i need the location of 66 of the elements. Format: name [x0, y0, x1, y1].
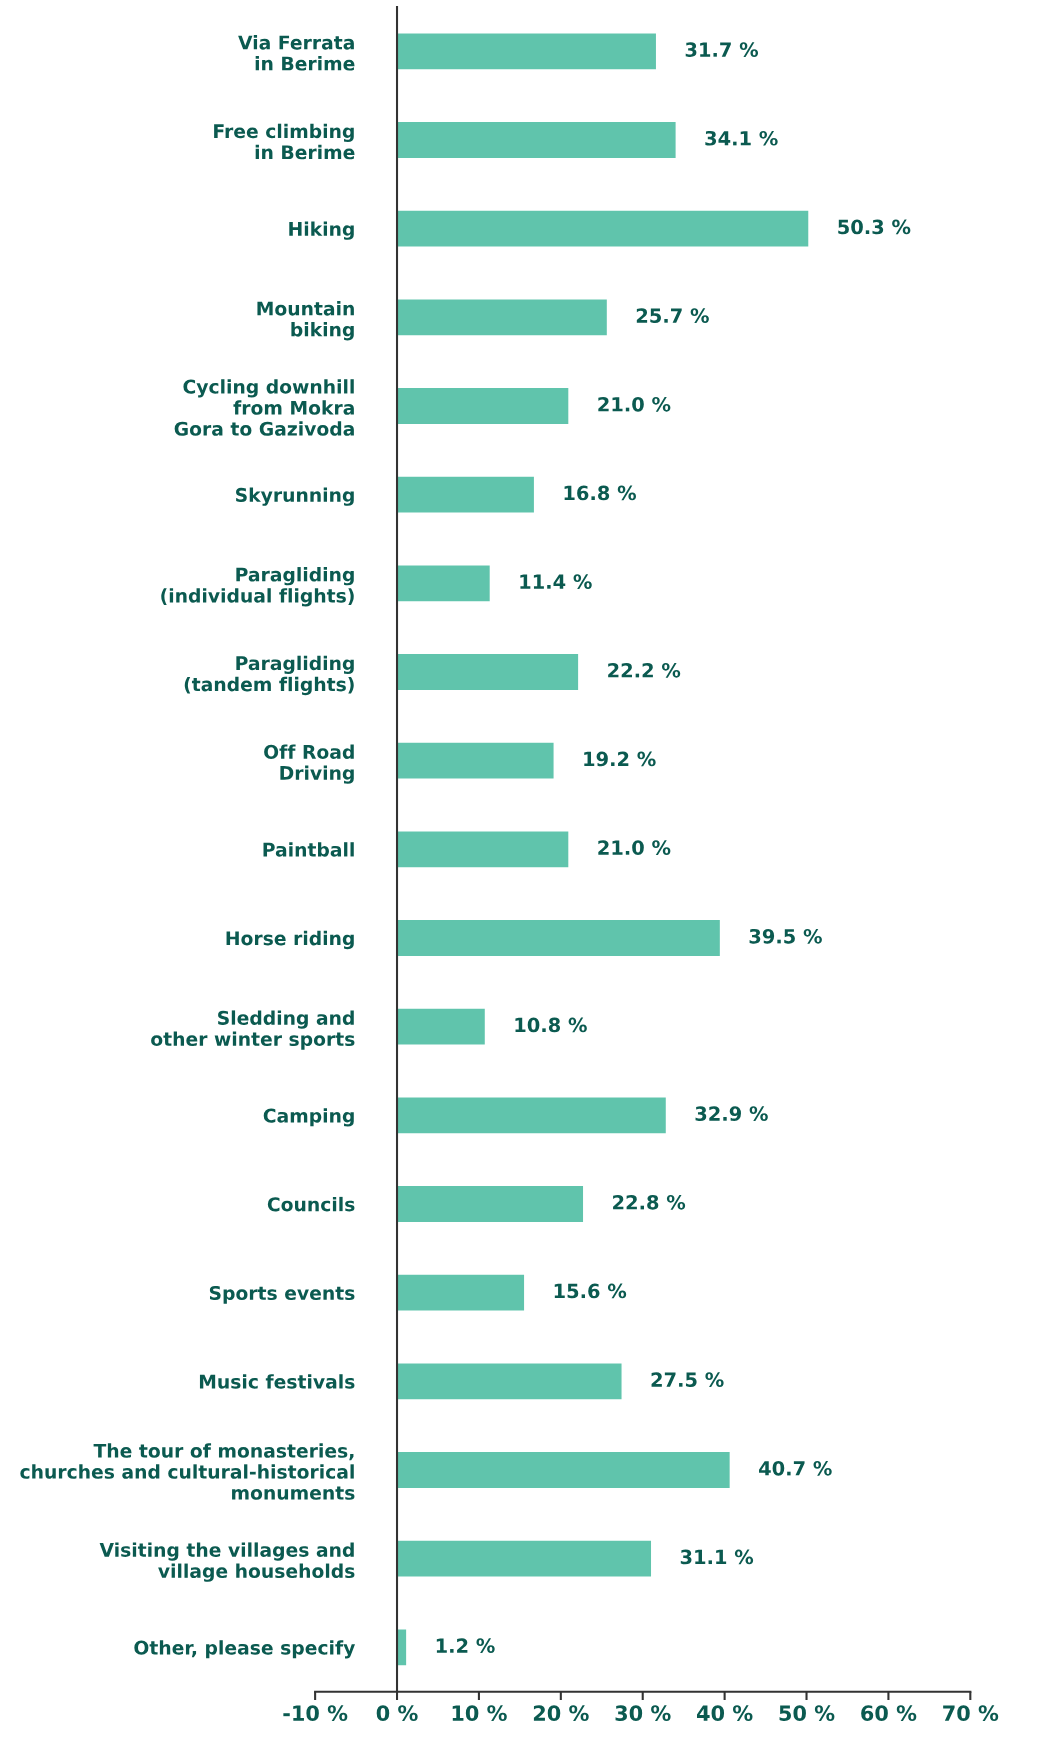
y-tick-label: Music festivals [199, 1374, 355, 1389]
bar [396, 741, 555, 780]
data-label: 39.5 % [749, 928, 822, 944]
data-label: 32.9 % [695, 1106, 768, 1121]
y-tick-label: Off Road Driving [264, 744, 354, 784]
data-label: 25.7 % [636, 308, 709, 323]
x-tick-label: 70 % [943, 1705, 999, 1721]
x-tick-label: 20 % [533, 1705, 589, 1721]
y-tick-label: Councils [267, 1196, 355, 1212]
bar [396, 564, 492, 603]
bar [396, 1450, 732, 1490]
bar [396, 1007, 487, 1046]
data-label: 1.2 % [436, 1638, 495, 1653]
bar [396, 1184, 585, 1224]
bar [396, 120, 677, 160]
y-tick-label: Visiting the villages and village households [99, 1542, 355, 1582]
y-tick-label: Paragliding (tandem flights) [184, 655, 354, 696]
bar [396, 1628, 408, 1667]
y-tick-label: Paragliding (individual flights) [161, 567, 354, 607]
data-label: 50.3 % [838, 219, 911, 235]
x-tick-label: 10 % [452, 1705, 507, 1721]
bar [396, 1273, 526, 1312]
bar [396, 31, 658, 71]
data-label: 22.2 % [608, 662, 681, 678]
y-tick-label: Sledding and other winter sports [151, 1010, 355, 1050]
bar [396, 830, 570, 869]
bar [396, 475, 536, 514]
y-tick-label: Via Ferrata in Berime [238, 35, 355, 71]
y-tick-label: Camping [263, 1108, 354, 1127]
x-tick-label: 0 % [376, 1705, 418, 1721]
x-tick-label: 40 % [697, 1705, 753, 1721]
y-tick-label: Skyrunning [236, 487, 354, 506]
bar [396, 1539, 653, 1578]
data-label: 11.4 % [520, 574, 592, 589]
y-tick-label: The tour of monasteries, churches and cultural-historical monuments [20, 1443, 355, 1500]
y-tick-label: Mountain biking [257, 301, 354, 341]
x-tick-label: 50 % [779, 1705, 835, 1721]
bar [396, 652, 580, 692]
y-tick-label: Free climbing in Berime [214, 123, 355, 160]
x-tick-label: 30 % [615, 1705, 671, 1721]
data-label: 31.1 % [680, 1549, 754, 1565]
data-label: 31.7 % [685, 42, 759, 57]
data-label: 21.0 % [598, 840, 671, 855]
y-tick-label: Horse riding [226, 930, 354, 950]
data-label: 19.2 % [584, 751, 656, 767]
data-label: 34.1 % [705, 130, 778, 146]
data-label: 27.5 % [651, 1372, 724, 1387]
x-tick-label: -10 % [283, 1705, 348, 1721]
x-tick-label: 60 % [861, 1705, 917, 1721]
data-label: 40.7 % [759, 1460, 832, 1476]
y-tick-label: Other, please specify [134, 1640, 356, 1659]
data-label: 15.6 % [554, 1283, 627, 1299]
bar [396, 209, 810, 248]
bar [396, 1362, 623, 1401]
bar [396, 918, 722, 958]
y-tick-label: Hiking [289, 221, 354, 240]
bar [396, 1096, 668, 1135]
data-label: 21.0 % [598, 396, 671, 412]
bar [396, 298, 609, 337]
data-label: 10.8 % [515, 1017, 587, 1033]
data-label: 16.8 % [564, 485, 636, 501]
y-tick-label: Sports events [209, 1285, 355, 1304]
bar [396, 386, 570, 426]
y-tick-label: Paintball [263, 842, 354, 857]
y-tick-label: Cycling downhill from Mokra Gora to Gazivoda [174, 379, 354, 436]
data-label: 22.8 % [613, 1194, 686, 1210]
